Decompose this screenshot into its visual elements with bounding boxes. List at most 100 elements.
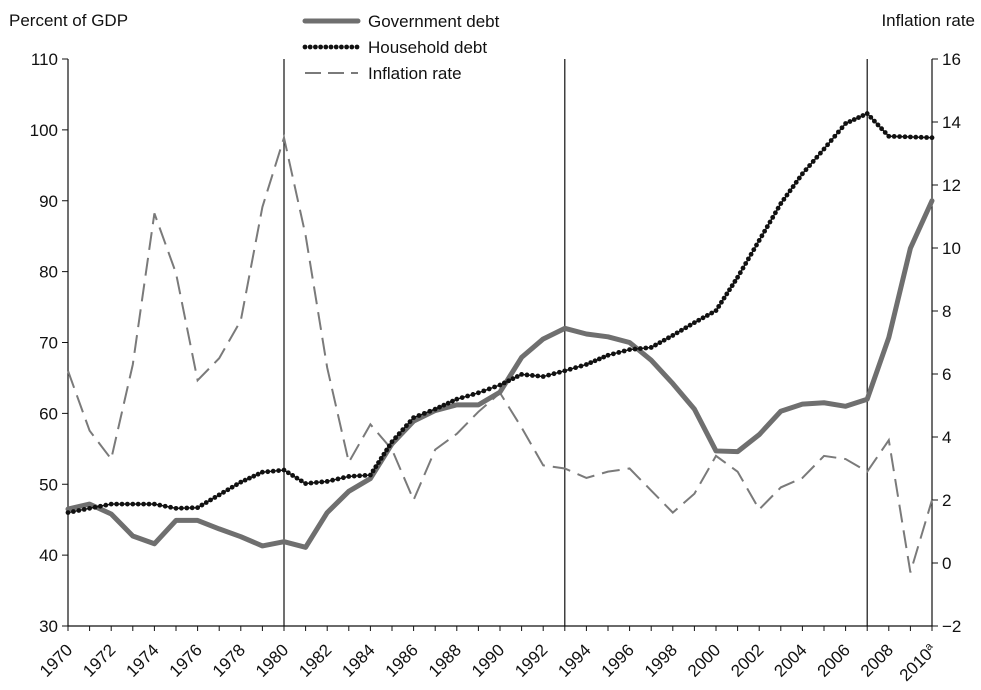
series-dot <box>265 469 271 475</box>
series-dot <box>700 315 706 321</box>
series-dot <box>497 382 503 388</box>
series-dot <box>821 146 827 152</box>
series-dot <box>540 374 546 379</box>
series-dot <box>592 358 598 364</box>
series-dot <box>787 188 793 194</box>
left-axis-title: Percent of GDP <box>9 11 128 30</box>
series-line-government-debt <box>65 198 935 550</box>
series-dot <box>735 274 740 280</box>
series-dot <box>773 210 778 216</box>
x-tick-label: 1988 <box>425 640 465 680</box>
series-dot <box>721 295 727 301</box>
series-dot <box>679 327 684 333</box>
series-dot <box>666 335 671 341</box>
series-dot <box>851 117 857 122</box>
series-dot <box>393 435 398 441</box>
series-dot <box>814 154 820 160</box>
series-dot <box>373 464 379 470</box>
series-dot <box>141 501 147 507</box>
legend-label: Inflation rate <box>368 64 462 83</box>
series-dot <box>319 479 325 485</box>
series-dot <box>800 171 805 177</box>
right-tick-label: 10 <box>942 239 961 258</box>
left-tick-label: 30 <box>39 617 58 636</box>
series-dot <box>683 325 689 331</box>
legend-swatch-dot <box>302 44 308 50</box>
series-dot <box>384 447 389 453</box>
series-dot <box>195 505 201 511</box>
x-tick-label: 1984 <box>338 640 378 680</box>
series-dot <box>524 372 530 378</box>
series-dot <box>836 129 841 135</box>
legend-swatch-dot <box>313 44 318 50</box>
x-tick-label: 1986 <box>382 640 422 680</box>
series-dot <box>510 376 516 382</box>
series-dot <box>184 505 190 511</box>
series-dot <box>501 380 507 386</box>
series-dot <box>285 470 291 476</box>
series-dot <box>767 219 773 225</box>
series-dot <box>632 346 638 352</box>
series-dot <box>81 507 87 512</box>
series-dot <box>179 505 184 511</box>
series-dot <box>341 475 346 481</box>
series-dot <box>648 345 654 350</box>
series-dot <box>929 135 935 141</box>
legend-swatch-dot <box>328 44 334 50</box>
series-dot <box>616 350 622 355</box>
series-dot <box>396 431 402 437</box>
series-dot <box>157 502 163 508</box>
series-dot <box>601 354 607 360</box>
series-dot <box>92 504 98 510</box>
legend-swatch-dot <box>339 44 344 50</box>
series-dot <box>486 386 492 392</box>
series-dot <box>605 352 611 358</box>
series-dot <box>290 473 296 478</box>
series-dot <box>162 503 168 509</box>
series-dot <box>276 468 281 474</box>
series-dot <box>611 351 616 357</box>
series-dot <box>692 320 697 326</box>
series-dot <box>103 502 109 508</box>
series-dot <box>674 330 680 336</box>
x-tick-label: 1996 <box>598 640 638 680</box>
series-dot <box>476 390 481 396</box>
series-dot <box>743 261 749 266</box>
series-dot <box>793 179 799 185</box>
series-dot <box>704 313 710 318</box>
x-tick-label: 2008 <box>857 640 897 680</box>
x-tick-label: 1990 <box>468 640 508 680</box>
series-dot <box>294 475 300 481</box>
series-dot <box>687 322 693 328</box>
right-tick-label: 12 <box>942 176 961 195</box>
series-dot <box>492 384 497 390</box>
series-dot <box>437 404 442 410</box>
series-dot <box>860 113 866 118</box>
series-dot <box>535 373 541 379</box>
series-dot <box>562 368 568 374</box>
legend-swatch-dot <box>349 44 355 50</box>
series-dot <box>514 374 520 379</box>
series-dot <box>778 201 784 206</box>
series-dot <box>216 492 222 498</box>
series-dot <box>891 134 897 139</box>
series-dot <box>882 130 888 135</box>
right-tick-label: 16 <box>942 50 961 69</box>
series-dot <box>221 489 226 495</box>
series-dot <box>130 501 136 507</box>
series-dot <box>281 467 287 473</box>
series-government-debt <box>65 198 935 550</box>
series-dot <box>441 402 447 408</box>
series-dot <box>381 451 387 457</box>
series-dot <box>346 474 352 479</box>
series-dot <box>796 175 802 181</box>
series-dot <box>247 475 252 481</box>
x-tick-superscript: a <box>922 640 935 653</box>
series-dot <box>740 265 746 271</box>
series-dot <box>65 510 71 515</box>
legend-swatch-dot <box>318 44 323 50</box>
series-dot <box>422 410 427 416</box>
x-tick-label: 1980 <box>252 640 292 680</box>
series-dot <box>770 215 776 220</box>
